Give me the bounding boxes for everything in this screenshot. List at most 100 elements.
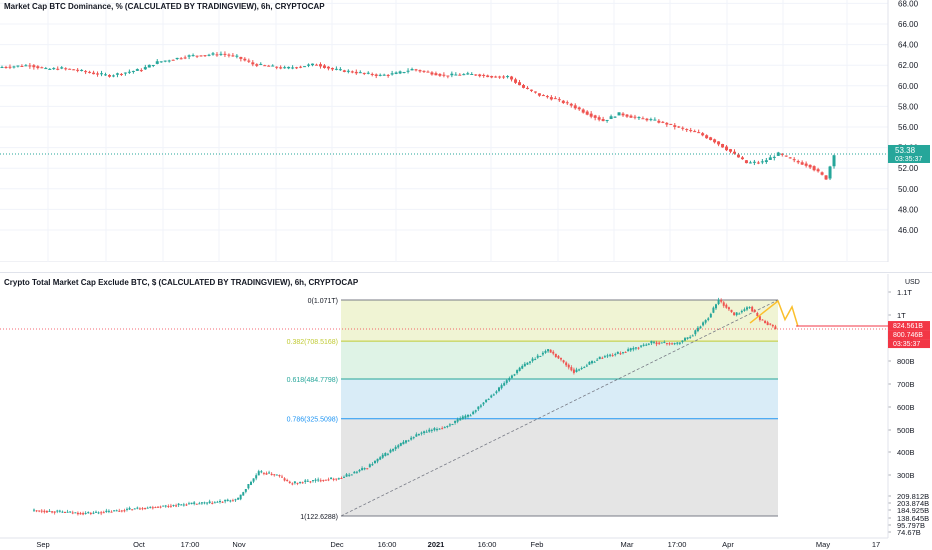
- y-tick-label: 500B: [897, 426, 915, 435]
- btc-dominance-chart[interactable]: 68.0066.0064.0062.0060.0058.0056.0054.00…: [0, 0, 932, 262]
- altcoin-cap-pane[interactable]: USD 0(1.071T) 0.382(708.5168) 0.618(484.779…: [0, 274, 932, 550]
- candle-body: [183, 57, 187, 59]
- candle-body: [539, 355, 542, 357]
- candle-body: [740, 157, 744, 160]
- candle-body: [832, 155, 836, 167]
- candle-body: [502, 76, 506, 78]
- candle-body: [390, 73, 394, 75]
- candle-body: [368, 464, 371, 468]
- candle-body: [454, 420, 457, 423]
- pane-separator[interactable]: [0, 272, 932, 273]
- y-tick-label: 46.00: [898, 226, 919, 235]
- candle-body: [56, 68, 60, 70]
- candle-body: [105, 510, 108, 513]
- candle-body: [64, 68, 68, 70]
- x-tick-label: Nov: [232, 540, 246, 549]
- candle-body: [247, 60, 251, 62]
- candle-body: [151, 507, 154, 509]
- candle-body: [144, 507, 147, 510]
- candle-body: [589, 113, 593, 117]
- candle-body: [562, 360, 565, 363]
- candle-body: [283, 67, 287, 69]
- candle-body: [637, 117, 641, 119]
- candle-body: [722, 302, 725, 306]
- candle-body: [72, 69, 76, 71]
- candle-body: [76, 512, 79, 515]
- candle-body: [691, 335, 694, 337]
- candle-body: [394, 72, 398, 74]
- candle-body: [585, 111, 589, 115]
- candle-body: [531, 358, 534, 362]
- candle-body: [195, 503, 198, 505]
- candle-body: [371, 464, 374, 466]
- candle-body: [756, 162, 760, 164]
- candle-body: [319, 480, 322, 482]
- candle-body: [239, 494, 242, 500]
- candle-body: [784, 155, 788, 157]
- candle-body: [486, 75, 490, 78]
- candle-body: [299, 481, 302, 483]
- btc-dominance-pane[interactable]: 68.0066.0064.0062.0060.0058.0056.0054.00…: [0, 0, 932, 262]
- candle-body: [588, 361, 591, 365]
- candle-body: [237, 497, 240, 500]
- candle-body: [244, 489, 247, 492]
- candle-body: [56, 510, 59, 512]
- y-tick-label: 68.00: [898, 0, 919, 8]
- candle-body: [66, 511, 69, 513]
- y-tick-label: 60.00: [898, 82, 919, 91]
- candle-body: [223, 53, 227, 55]
- x-tick-label: May: [816, 540, 830, 549]
- candle-body: [725, 304, 728, 308]
- y-tick-label: 58.00: [898, 102, 919, 111]
- fib-level-label: 1(122.6288): [300, 514, 338, 521]
- candle-body: [629, 348, 632, 351]
- candle-body: [808, 164, 812, 168]
- candle-body: [180, 504, 183, 506]
- candle-body: [84, 71, 88, 73]
- candle-body: [487, 398, 490, 400]
- candle-body: [309, 481, 312, 483]
- candle-body: [263, 65, 267, 67]
- candle-body: [730, 309, 733, 313]
- candle-body: [561, 100, 565, 103]
- candle-body: [138, 508, 141, 510]
- candle-body: [271, 65, 275, 67]
- candle-body: [231, 500, 234, 502]
- candle-body: [179, 58, 183, 60]
- candle-body: [275, 66, 279, 68]
- candle-body: [131, 509, 134, 511]
- candle-body: [645, 344, 648, 346]
- candle-body: [221, 501, 224, 503]
- candle-body: [609, 116, 613, 120]
- candle-body: [32, 65, 36, 68]
- candle-body: [804, 163, 808, 166]
- y-tick-label: 300B: [897, 471, 915, 480]
- candle-body: [304, 480, 307, 482]
- candle-body: [632, 348, 635, 350]
- candle-body: [51, 511, 54, 513]
- candle-body: [699, 326, 702, 329]
- fib-trend-line: [340, 299, 779, 517]
- candle-body: [518, 367, 521, 371]
- candle-body: [203, 502, 206, 504]
- candle-body: [24, 65, 28, 67]
- candle-body: [494, 76, 498, 78]
- candle-body: [557, 99, 561, 101]
- candle-body: [495, 391, 498, 394]
- altcoin-cap-chart[interactable]: USD 0(1.071T) 0.382(708.5168) 0.618(484.779…: [0, 274, 932, 550]
- candle-body: [469, 415, 472, 417]
- candle-body: [715, 304, 717, 309]
- fib-level-label: 0(1.071T): [308, 298, 338, 305]
- candle-body: [462, 74, 466, 76]
- candle-body: [410, 437, 413, 440]
- candle-body: [229, 500, 232, 502]
- candle-body: [378, 74, 382, 76]
- candle-body: [593, 361, 596, 363]
- candle-body: [354, 71, 358, 74]
- candle-body: [655, 342, 658, 345]
- candle-body: [157, 506, 159, 508]
- y-tick-label: 600B: [897, 403, 915, 412]
- x-tick-label: 16:00: [478, 540, 497, 549]
- candle-body: [764, 320, 767, 324]
- candle-body: [136, 507, 139, 509]
